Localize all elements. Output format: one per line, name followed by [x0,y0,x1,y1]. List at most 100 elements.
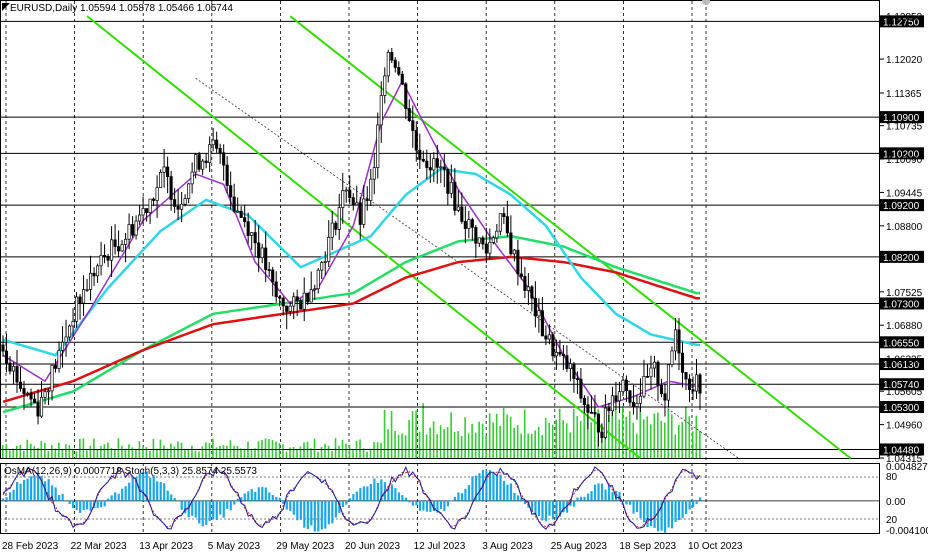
candle-body [394,60,396,67]
price-tick-label: 1.11365 [886,89,922,100]
candle-body [328,237,330,261]
volume-bar [342,440,344,458]
candle-body [300,301,302,310]
volume-bar [489,413,491,458]
candle-body [96,266,98,276]
candle-body [464,221,466,228]
candle-body [366,199,368,201]
candle-body [201,161,203,169]
candle-body [377,125,379,168]
candle-body [257,243,259,258]
osma-bar [545,501,547,521]
volume-bar [167,449,169,458]
candle-body [681,353,683,372]
osma-bar [681,501,683,518]
level-lines: 1.127501.109001.102001.092001.082001.073… [0,15,924,456]
osma-bar [471,476,473,501]
volume-bar [223,445,225,458]
osma-bar [580,497,582,501]
candle-body [527,287,529,291]
candle-body [415,131,417,151]
osma-bar [373,479,375,501]
volume-bar [419,432,421,458]
candle-body [496,231,498,238]
time-tick-label: 29 May 2023 [276,541,334,552]
volume-bar [464,417,466,458]
volume-bar [198,451,200,458]
osma-bar [629,501,631,505]
osma-bar [226,501,228,509]
osma-bar [83,501,85,510]
candle-body [117,247,119,251]
candle-body [229,186,231,197]
osma-bar [244,493,246,500]
volume-bar [170,444,172,458]
candle-body [622,380,624,391]
price-tick-label: 1.06880 [886,321,923,332]
volume-bar [485,436,487,458]
volume-bar [212,439,214,458]
osma-bar [209,501,211,521]
osma-bar [639,501,641,518]
candle-body [485,244,487,253]
candle-body [40,397,42,416]
volume-bar [331,451,333,458]
candle-body [517,250,519,274]
candle-body [562,354,564,355]
volume-bar [317,452,319,458]
sub-axis-label: 0.00 [886,497,906,508]
candle-body [342,190,344,207]
candle-body [303,293,305,309]
volume-bar [174,446,176,458]
osma-bar [314,501,316,532]
volume-bar [72,450,74,458]
candle-body [282,298,284,306]
candle-body [548,335,550,339]
osma-bar [391,484,393,500]
volume-bar [324,444,326,458]
osma-bar [233,501,235,505]
candle-body [688,379,690,390]
volume-bar [104,444,106,458]
volume-bar [359,439,361,458]
osma-bar [492,474,494,501]
candle-body [278,297,280,298]
osma-bar [20,484,22,501]
candle-body [643,376,645,396]
price-tick-label: 1.12020 [886,55,923,66]
osma-bar [317,501,319,532]
volume-bar [436,434,438,458]
volume-bar [20,445,22,458]
candle-body [552,335,554,356]
candle-body [152,199,154,200]
time-tick-label: 22 Mar 2023 [71,541,128,552]
candle-body [275,282,277,297]
scroll-marker-icon[interactable] [702,0,710,5]
candle-body [632,402,634,406]
time-tick-label: 28 Feb 2023 [2,541,59,552]
candle-body [103,255,105,256]
time-tick-label: 25 Aug 2023 [551,541,608,552]
osma-bar [412,501,414,506]
time-tick-label: 3 Aug 2023 [482,541,533,552]
osma-bar [352,494,354,501]
volume-bar [226,446,228,458]
osma-bar [422,501,424,511]
candle-body [44,392,46,398]
candle-body [429,168,431,170]
volume-bar [135,450,137,458]
ma-red-line [3,257,700,402]
candle-body [191,172,193,184]
candle-body [433,159,435,170]
candle-body [569,364,571,369]
osma-bar [366,486,368,500]
candle-body [345,190,347,191]
candle-body [100,255,102,266]
candle-body [145,208,147,212]
candle-body [12,366,14,371]
osma-bar [363,486,365,500]
volume-bar [398,435,400,458]
volume-bar [195,451,197,458]
candle-body [135,221,137,235]
